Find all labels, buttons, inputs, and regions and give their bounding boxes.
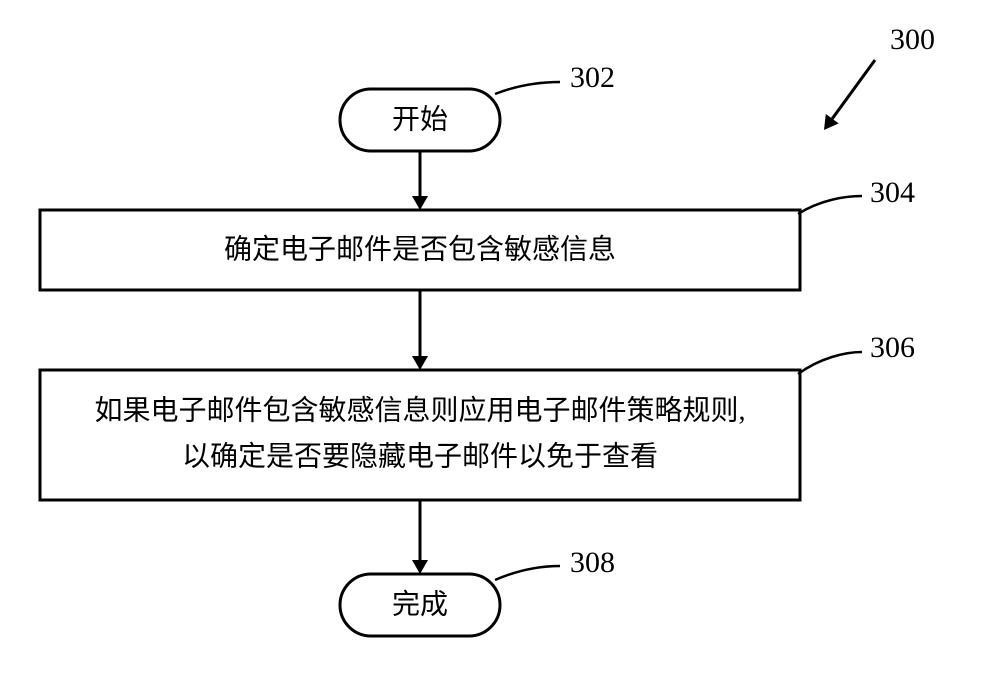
pointer-arrow-head xyxy=(824,114,839,130)
flow-arrow-head xyxy=(412,196,428,210)
step2-id: 306 xyxy=(870,331,915,364)
done-node-label: 完成 xyxy=(392,588,448,620)
callout-leader xyxy=(495,566,560,580)
process-node xyxy=(40,370,800,500)
callout-leader xyxy=(495,82,560,94)
figure-number: 300 xyxy=(890,23,935,56)
step1-id: 304 xyxy=(870,176,915,209)
flowchart-canvas: 300 开始 302 确定电子邮件是否包含敏感信息 304 如果电子邮件包含敏感信息则应用… xyxy=(0,0,1000,690)
done-node-id: 308 xyxy=(570,546,615,579)
callout-leader xyxy=(798,196,862,214)
pointer-arrow-shaft xyxy=(832,60,875,119)
step2-label-line2: 以确定是否要隐藏电子邮件以免于查看 xyxy=(182,440,658,472)
step2-label-line1: 如果电子邮件包含敏感信息则应用电子邮件策略规则, xyxy=(94,394,745,426)
flow-arrow-head xyxy=(412,356,428,370)
callout-leader xyxy=(798,352,862,374)
flow-arrow-head xyxy=(412,560,428,574)
step1-label: 确定电子邮件是否包含敏感信息 xyxy=(224,233,616,265)
start-node-id: 302 xyxy=(570,61,615,94)
start-node-label: 开始 xyxy=(392,103,448,135)
